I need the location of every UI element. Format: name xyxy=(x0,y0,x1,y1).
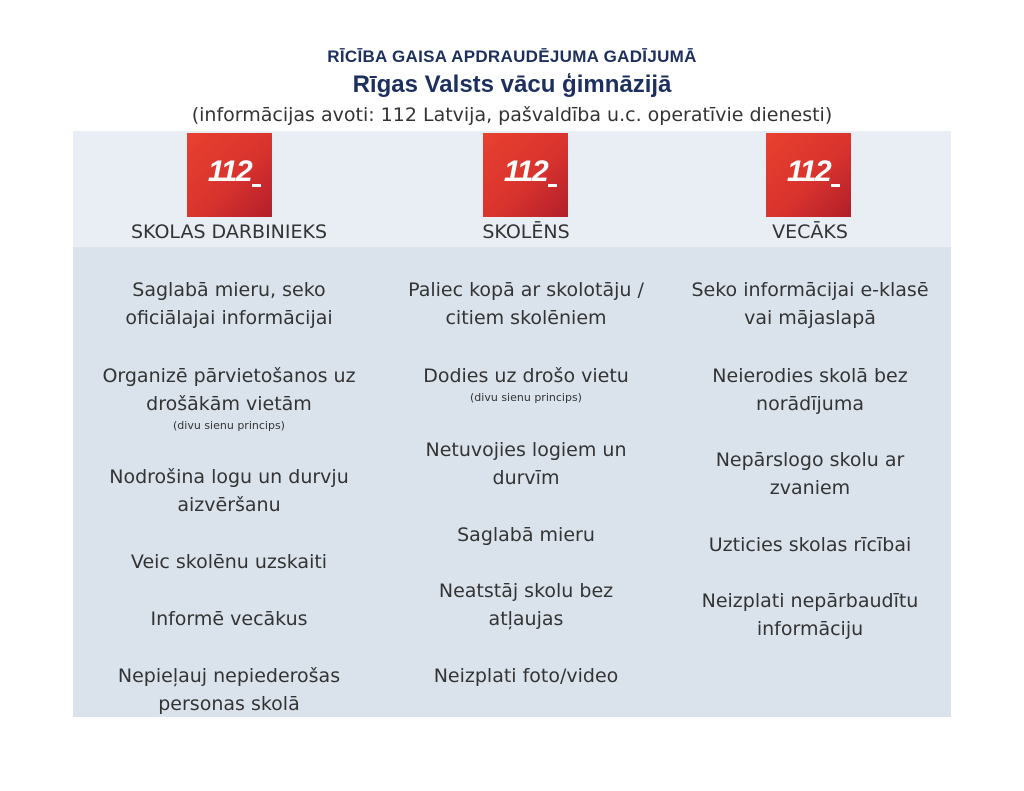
instruction-line: atļaujas xyxy=(488,608,564,630)
instruction-item: Veic skolēnu uzskaiti xyxy=(83,548,375,576)
emergency-112-logo: 112 xyxy=(766,133,851,217)
instruction-item: Neizplati foto/video xyxy=(380,662,672,690)
instruction-line: Organizē pārvietošanos uz xyxy=(102,365,356,387)
logo-112-text: 112 xyxy=(207,155,262,188)
instruction-line: Seko informācijai e-klasē xyxy=(691,279,929,301)
instruction-item: Uzticies skolas rīcībai xyxy=(664,531,956,559)
instruction-line: Netuvojies logiem un xyxy=(425,439,627,461)
instruction-line: Veic skolēnu uzskaiti xyxy=(130,551,328,573)
instruction-item: Neatstāj skolu bez atļaujas xyxy=(380,577,672,633)
instruction-line: zvaniem xyxy=(769,477,851,499)
instruction-item: Saglabā mieru xyxy=(380,521,672,549)
instruction-item: Paliec kopā ar skolotāju / citiem skolēn… xyxy=(380,276,672,332)
information-sources: (informācijas avoti: 112 Latvija, pašval… xyxy=(191,104,833,126)
instruction-line: Informē vecākus xyxy=(150,608,308,630)
instruction-line: Paliec kopā ar skolotāju / xyxy=(408,279,644,301)
instruction-line: citiem skolēniem xyxy=(445,307,607,329)
instruction-line: personas skolā xyxy=(158,693,300,715)
instruction-line: Nepārslogo skolu ar xyxy=(715,449,905,471)
instruction-line: drošākām vietām xyxy=(146,393,312,415)
instruction-line: Saglabā mieru xyxy=(457,524,595,546)
instruction-line: Dodies uz drošo vietu xyxy=(423,365,629,387)
instruction-item: Dodies uz drošo vietu (divu sienu princi… xyxy=(380,362,672,404)
instruction-item: Nepārslogo skolu ar zvaniem xyxy=(664,446,956,502)
instruction-note: (divu sienu princips) xyxy=(173,419,285,432)
instruction-line: Nodrošina logu un durvju xyxy=(109,466,349,488)
instruction-line: Nepieļauj nepiederošas xyxy=(117,665,341,687)
instruction-item: Nodrošina logu un durvju aizvēršanu xyxy=(83,463,375,519)
instruction-line: Neierodies skolā bez xyxy=(712,365,908,387)
instructions-panel xyxy=(73,247,951,717)
emergency-kicker-title: RĪCĪBA GAISA APDRAUDĒJUMA GADĪJUMĀ xyxy=(327,47,697,66)
instruction-item: Seko informācijai e-klasē vai mājaslapā xyxy=(664,276,956,332)
instruction-item: Netuvojies logiem un durvīm xyxy=(380,436,672,492)
instruction-item: Nepieļauj nepiederošas personas skolā xyxy=(83,662,375,718)
emergency-112-logo: 112 xyxy=(483,133,568,217)
role-heading-parent: VECĀKS xyxy=(772,221,848,243)
instruction-line: norādījuma xyxy=(756,393,864,415)
instruction-note: (divu sienu princips) xyxy=(470,391,582,404)
instruction-item: Neierodies skolā bez norādījuma xyxy=(664,362,956,418)
role-heading-student: SKOLĒNS xyxy=(482,221,570,243)
logo-112-text: 112 xyxy=(786,155,841,188)
instruction-line: Neatstāj skolu bez xyxy=(438,580,614,602)
instruction-item: Organizē pārvietošanos uz drošākām vietā… xyxy=(83,362,375,432)
instruction-line: vai mājaslapā xyxy=(744,307,876,329)
instruction-line: informāciju xyxy=(756,618,864,640)
school-name-title: Rīgas Valsts vācu ģimnāzijā xyxy=(352,71,672,98)
instruction-line: durvīm xyxy=(492,467,560,489)
emergency-112-logo: 112 xyxy=(187,133,272,217)
logo-112-text: 112 xyxy=(503,155,558,188)
instruction-line: Neizplati foto/video xyxy=(433,665,619,687)
instruction-line: Neizplati nepārbaudītu xyxy=(701,590,919,612)
instruction-item: Neizplati nepārbaudītu informāciju xyxy=(664,587,956,643)
instruction-line: Uzticies skolas rīcībai xyxy=(708,534,912,556)
instruction-item: Saglabā mieru, seko oficiālajai informāc… xyxy=(83,276,375,332)
instruction-line: aizvēršanu xyxy=(177,494,281,516)
role-heading-staff: SKOLAS DARBINIEKS xyxy=(130,221,328,243)
instruction-item: Informē vecākus xyxy=(83,605,375,633)
instruction-line: oficiālajai informācijai xyxy=(125,307,333,329)
instruction-line: Saglabā mieru, seko xyxy=(132,279,326,301)
